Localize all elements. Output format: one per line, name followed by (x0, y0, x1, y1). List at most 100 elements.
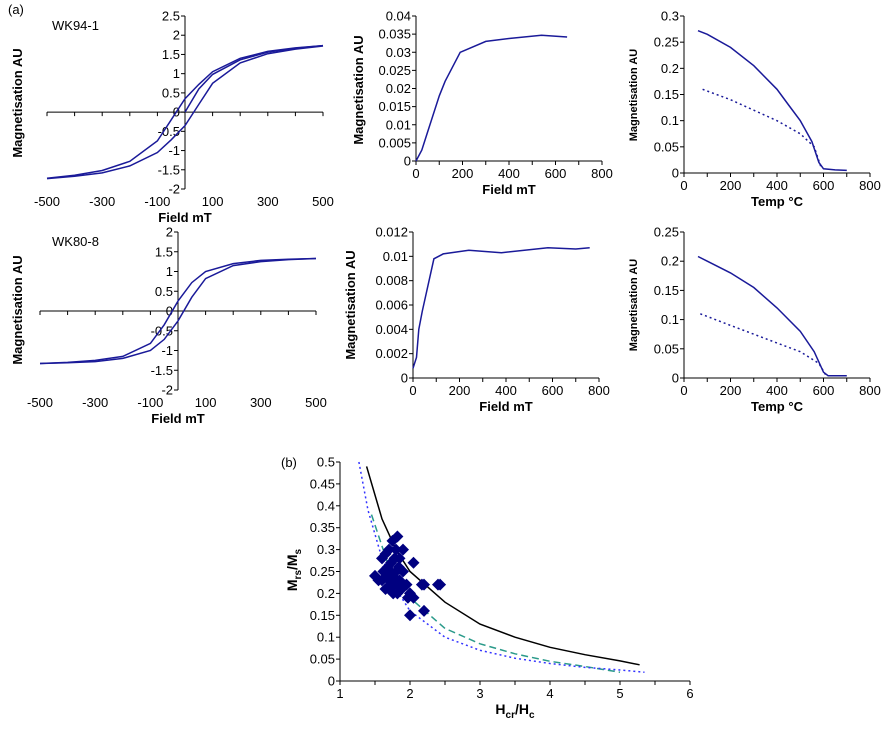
chart-irm1: 0 0.005 0.01 0.015 0.02 0.025 0.03 0.035 0.04 0 20… (351, 9, 613, 198)
y-tick-label: 0.25 (654, 35, 679, 50)
data-point (400, 578, 413, 591)
x-tick-label: -300 (82, 395, 108, 410)
data-point (390, 543, 402, 556)
data-point (376, 574, 388, 587)
x-tick-label: 200 (720, 178, 742, 193)
x-tick-label: -100 (144, 194, 170, 209)
y-tick-label: 0.2 (661, 254, 679, 269)
y-tick-label: 0.01 (383, 249, 408, 264)
y-tick-label: 0.015 (378, 99, 411, 114)
y-axis-label: Magnetisation AU (351, 35, 366, 144)
x-axis-label: Field mT (479, 399, 533, 414)
x-tick-label: -100 (137, 395, 163, 410)
data-point (418, 604, 430, 617)
x-tick-label: 6 (686, 686, 693, 701)
y-tick-label: -1 (161, 343, 173, 358)
x-tick-label: -500 (34, 194, 60, 209)
y-tick-label: 0.15 (654, 87, 679, 102)
series-line-solid (697, 255, 847, 377)
data-point (391, 530, 404, 543)
y-tick-label: 0.01 (386, 117, 411, 132)
y-tick-label: 2 (173, 28, 180, 43)
y-tick-label: -0.5 (151, 323, 173, 338)
y-tick-label: 0.4 (317, 498, 335, 513)
x-tick-label: -300 (89, 194, 115, 209)
x-tick-label: 0 (412, 166, 419, 181)
y-tick-label: 0 (401, 371, 408, 386)
x-tick-label: 600 (545, 166, 567, 181)
y-tick-label: 0.012 (375, 225, 408, 240)
y-tick-label: 0.006 (375, 298, 408, 313)
x-tick-label: 0 (409, 383, 416, 398)
y-tick-label: 0 (328, 674, 335, 689)
y-tick-label: 0.02 (386, 81, 411, 96)
chart-hyst1: -2-1.5-1-0.500.511.522.5-500 -300 -100 100 3… (10, 9, 334, 226)
x-tick-label: 800 (588, 383, 610, 398)
y-axis-label: Magnetisation AU (10, 255, 25, 364)
y-tick-label: 0.05 (654, 341, 679, 356)
data-point (418, 578, 430, 591)
x-axis-label: Field mT (482, 182, 536, 197)
series-line-solid (415, 34, 568, 162)
x-tick-label: 200 (452, 166, 474, 181)
x-tick-label: 200 (720, 383, 742, 398)
y-tick-label: 0.15 (654, 283, 679, 298)
chart-irm2: 0 0.002 0.004 0.006 0.008 0.01 0.012 0 200 400 600… (343, 225, 610, 415)
x-tick-label: 300 (250, 395, 272, 410)
y-tick-label: 0.45 (310, 476, 335, 491)
y-tick-label: 0.2 (317, 586, 335, 601)
x-tick-label: 800 (859, 178, 881, 193)
y-tick-label: 1 (173, 66, 180, 81)
y-axis-label: Mrs/Ms (284, 548, 304, 591)
data-point (383, 543, 395, 556)
x-tick-label: -500 (27, 395, 53, 410)
x-tick-label: 300 (257, 194, 279, 209)
y-tick-label: 0.1 (661, 312, 679, 327)
x-tick-label: 2 (406, 686, 413, 701)
x-tick-label: 600 (813, 178, 835, 193)
y-tick-label: -2 (161, 383, 173, 398)
data-point (397, 543, 409, 556)
x-axis-label: Field mT (158, 210, 212, 225)
series-line-solid (46, 45, 324, 180)
y-tick-label: 0.2 (661, 61, 679, 76)
y-axis-label: Magnetisation AU (10, 48, 25, 157)
x-tick-label: 3 (476, 686, 483, 701)
y-axis-label: Magnetisation AU (343, 250, 358, 359)
y-tick-label: 1.5 (155, 244, 173, 259)
data-point (407, 556, 420, 569)
y-tick-label: 0.002 (375, 346, 408, 361)
series-line-solid (697, 30, 847, 172)
y-tick-label: 0.025 (378, 63, 411, 78)
y-tick-label: 0.03 (386, 45, 411, 60)
x-tick-label: 500 (305, 395, 327, 410)
data-point (383, 583, 395, 596)
y-tick-label: 0.5 (155, 284, 173, 299)
data-point (384, 565, 397, 578)
y-tick-label: -1.5 (158, 162, 180, 177)
y-tick-label: 0.004 (375, 322, 408, 337)
sample-label-wk80-8: WK80-8 (52, 234, 99, 249)
chart-day: 0 0.05 0.1 0.15 0.2 0.25 0.3 0.35 0.4 0.45 0.5 1 2 3 4… (284, 455, 694, 722)
y-tick-label: 0.3 (661, 9, 679, 24)
y-tick-label: 0 (672, 166, 679, 181)
y-axis-label: Magnetisation AU (628, 49, 640, 142)
y-tick-label: -2 (168, 182, 180, 197)
sample-label-wk94-1: WK94-1 (52, 18, 99, 33)
y-tick-label: 0.035 (378, 27, 411, 42)
y-tick-label: 0.1 (661, 113, 679, 128)
series-line-solid (39, 257, 317, 365)
y-tick-label: 0.05 (310, 652, 335, 667)
x-axis-label: Temp °C (751, 194, 804, 209)
y-tick-label: 0.15 (310, 608, 335, 623)
data-point (397, 565, 409, 578)
y-tick-label: 2.5 (162, 9, 180, 24)
chart-thermo2: 0 0.05 0.1 0.15 0.2 0.25 0 200 400 600 800 Magnetis… (628, 225, 881, 415)
x-tick-label: 400 (498, 166, 520, 181)
x-tick-label: 0 (680, 383, 687, 398)
data-point (393, 552, 406, 565)
x-tick-label: 4 (546, 686, 553, 701)
y-tick-label: 0 (404, 154, 411, 169)
series-line-solid (39, 257, 317, 365)
